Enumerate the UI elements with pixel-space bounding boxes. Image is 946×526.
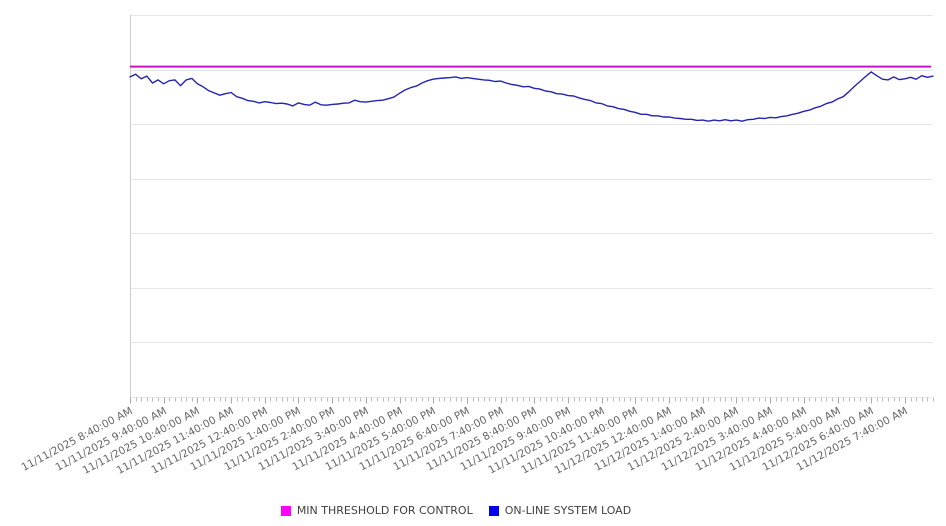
legend-item-min-threshold[interactable]: MIN THRESHOLD FOR CONTROL	[280, 504, 473, 517]
online-system-load-line	[129, 71, 934, 122]
legend-swatch-min-threshold-icon	[280, 505, 291, 516]
legend-item-online-system-load[interactable]: ON-LINE SYSTEM LOAD	[488, 504, 632, 517]
legend-label-min-threshold: MIN THRESHOLD FOR CONTROL	[296, 504, 473, 517]
chart-legend: MIN THRESHOLD FOR CONTROL ON-LINE SYSTEM…	[0, 504, 946, 517]
legend-swatch-online-system-load-icon	[488, 505, 499, 516]
legend-label-online-system-load: ON-LINE SYSTEM LOAD	[504, 504, 632, 517]
